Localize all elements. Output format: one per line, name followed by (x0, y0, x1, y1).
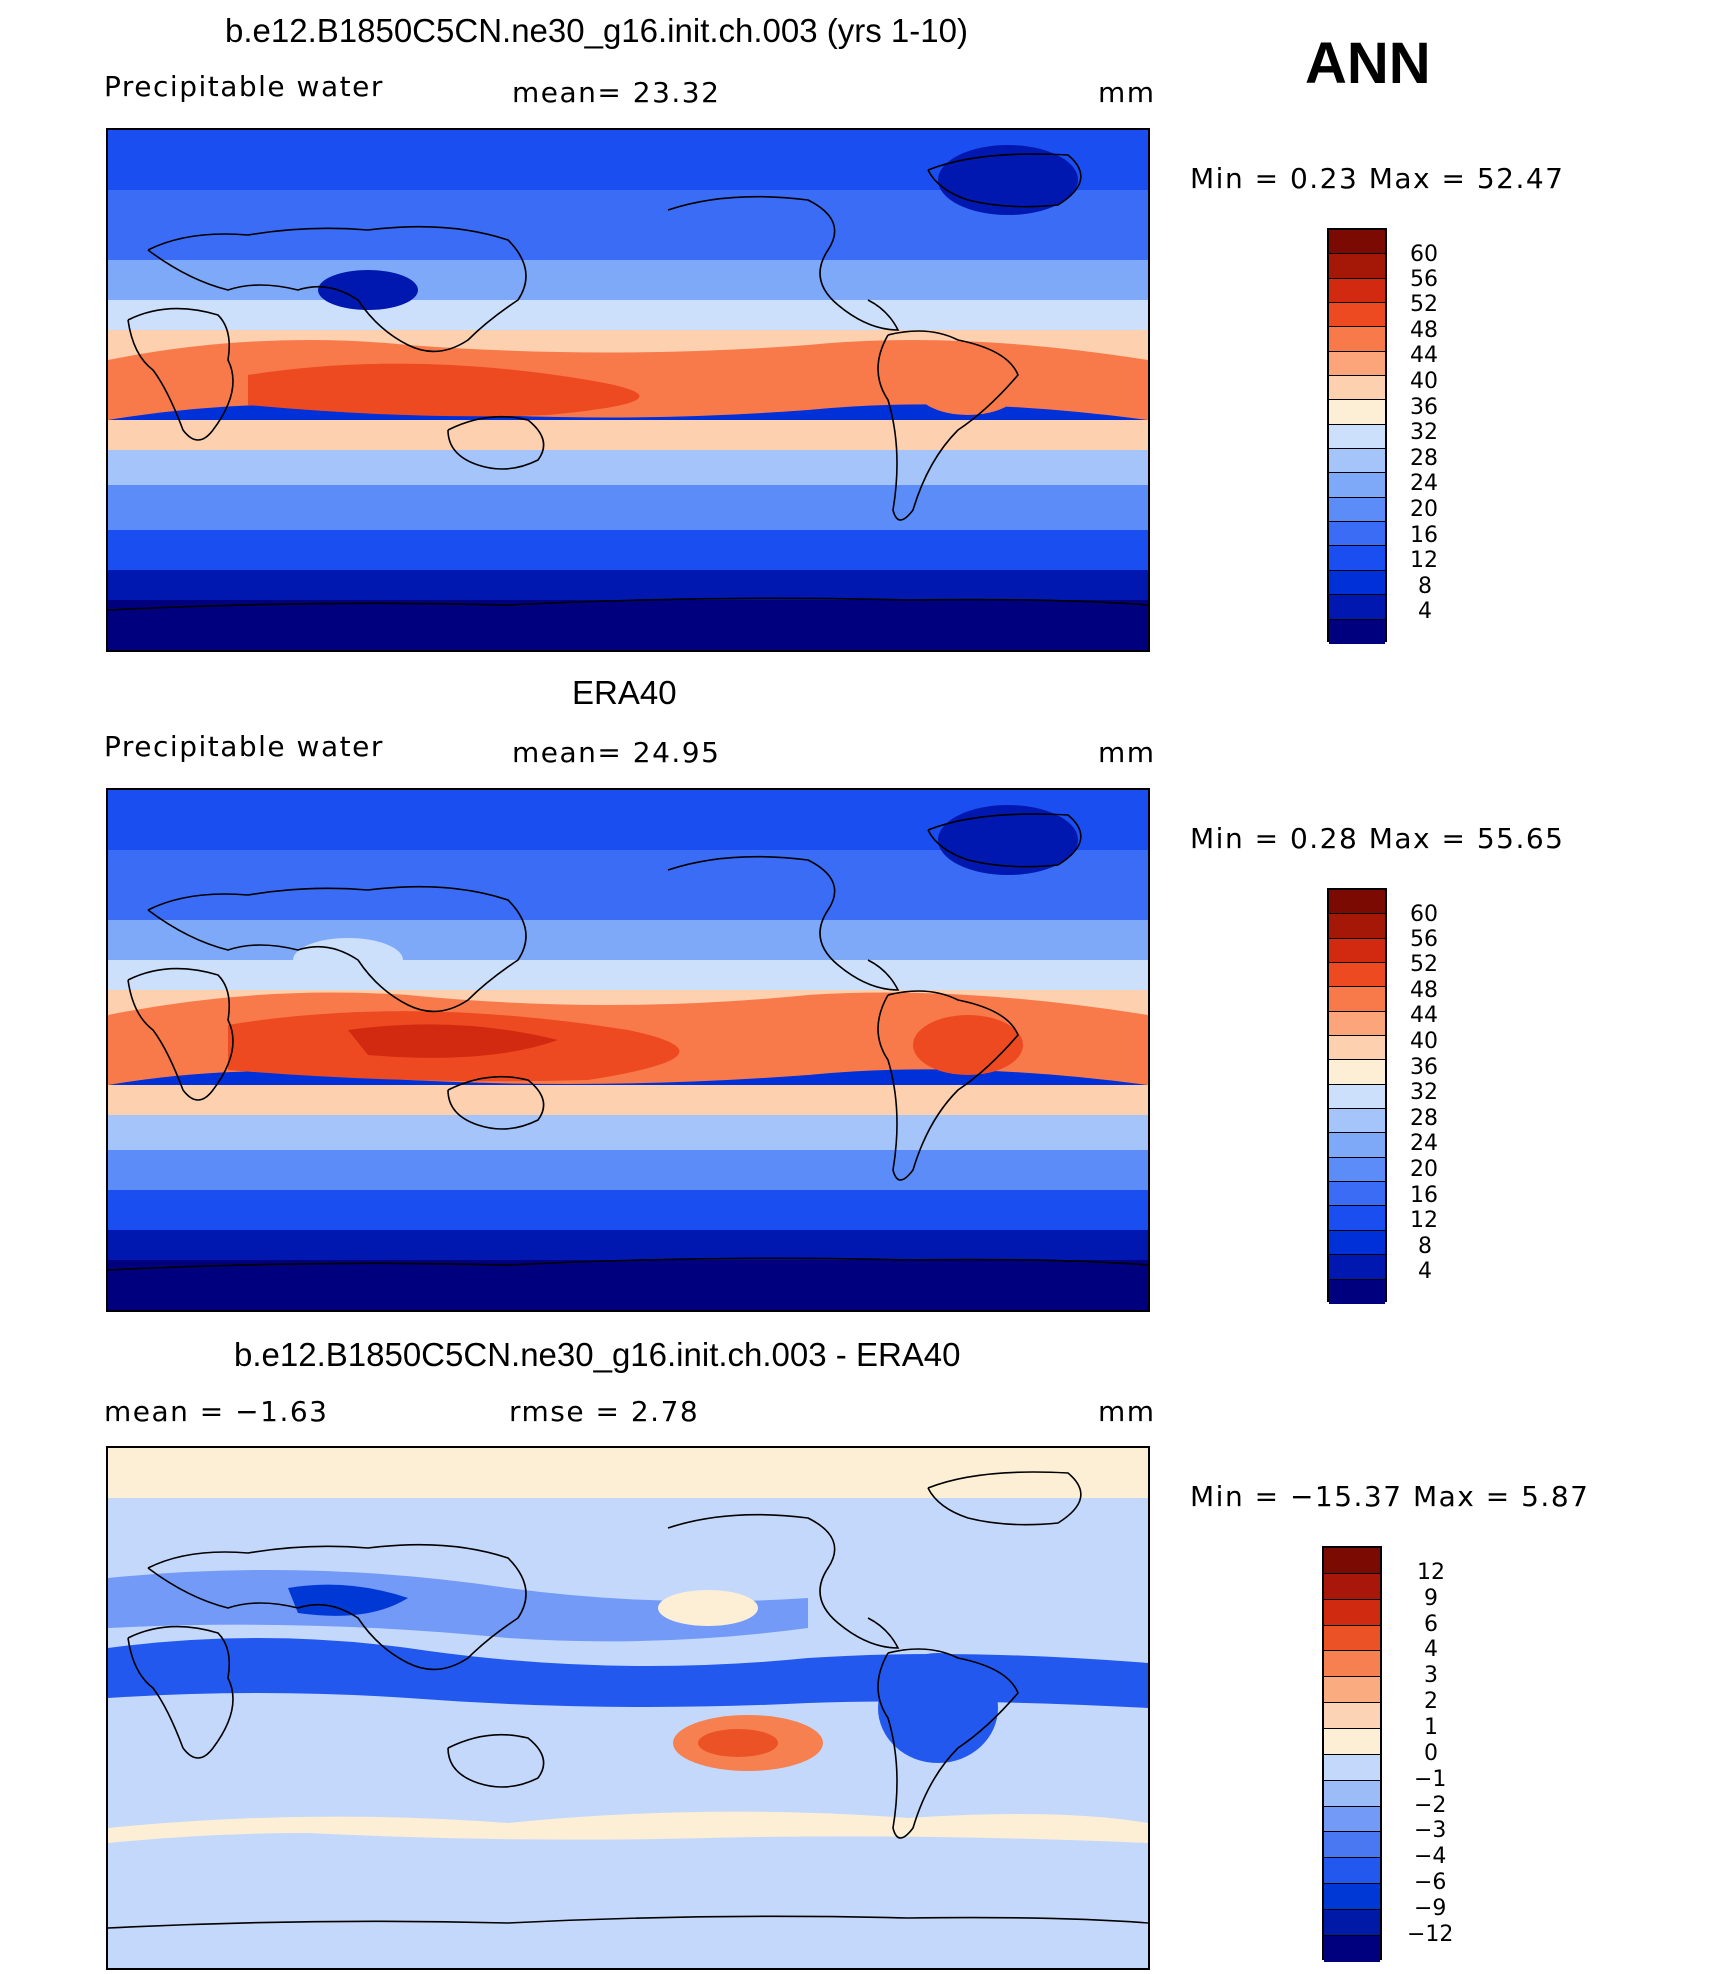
panel2-minmax-label: Min = 0.28 Max = 55.65 (1190, 822, 1565, 855)
panel3-minmax-label: Min = −15.37 Max = 5.87 (1190, 1480, 1590, 1513)
panel1-colorbar-tick: 16 (1410, 523, 1438, 548)
panel1-colorbar-tick: 56 (1410, 267, 1438, 292)
panel2-colorbar-tick: 52 (1410, 952, 1438, 977)
panel1-colorbar (1327, 228, 1387, 644)
panel3-colorbar-tick: 6 (1424, 1612, 1438, 1637)
panel1-colorbar-tick: 32 (1410, 420, 1438, 445)
panel3-colorbar-tick: 4 (1424, 1637, 1438, 1662)
panel3-map (106, 1446, 1150, 1970)
panel3-colorbar-tick: −2 (1414, 1793, 1447, 1818)
panel3-colorbar-tick: −12 (1407, 1922, 1454, 1947)
panel3-colorbar-tick: 2 (1424, 1689, 1438, 1714)
panel2-title: ERA40 (572, 674, 677, 711)
panel3-colorbar-tick: 1 (1424, 1715, 1438, 1740)
panel3-colorbar (1322, 1546, 1382, 1962)
season-label: ANN (1305, 31, 1431, 96)
panel2-colorbar-tick: 44 (1410, 1003, 1438, 1028)
panel1-mean-label: mean= 23.32 (512, 76, 721, 109)
panel2-colorbar-tick: 4 (1418, 1259, 1432, 1284)
panel2-colorbar (1327, 888, 1387, 1304)
panel1-colorbar-tick: 24 (1410, 471, 1438, 496)
panel2-colorbar-tick: 48 (1410, 978, 1438, 1003)
panel3-colorbar-tick: 3 (1424, 1663, 1438, 1688)
panel3-title: b.e12.B1850C5CN.ne30_g16.init.ch.003 - E… (234, 1336, 961, 1373)
panel3-colorbar-tick: −9 (1414, 1896, 1447, 1921)
panel2-mean-label: mean= 24.95 (512, 736, 721, 769)
panel3-colorbar-tick: 9 (1424, 1586, 1438, 1611)
panel3-colorbar-tick: −3 (1414, 1818, 1447, 1843)
panel3-colorbar-tick: −1 (1414, 1767, 1447, 1792)
panel2-colorbar-tick: 56 (1410, 927, 1438, 952)
panel1-colorbar-tick: 20 (1410, 497, 1438, 522)
panel1-colorbar-tick: 44 (1410, 343, 1438, 368)
panel1-colorbar-tick: 60 (1410, 242, 1438, 267)
panel2-units-label: mm (1098, 736, 1156, 769)
panel3-colorbar-tick: 12 (1417, 1560, 1445, 1585)
panel3-colorbar-tick: −6 (1414, 1870, 1447, 1895)
panel2-colorbar-tick: 12 (1410, 1208, 1438, 1233)
panel3-colorbar-tick: 0 (1424, 1741, 1438, 1766)
panel1-colorbar-tick: 36 (1410, 395, 1438, 420)
panel3-rmse-label: rmse = 2.78 (509, 1395, 700, 1428)
panel2-colorbar-tick: 40 (1410, 1029, 1438, 1054)
panel2-colorbar-tick: 16 (1410, 1183, 1438, 1208)
panel1-variable-label: Precipitable water (104, 70, 384, 103)
panel1-units-label: mm (1098, 76, 1156, 109)
panel1-colorbar-tick: 52 (1410, 292, 1438, 317)
panel1-colorbar-tick: 40 (1410, 369, 1438, 394)
panel2-variable-label: Precipitable water (104, 730, 384, 763)
panel1-colorbar-tick: 4 (1418, 599, 1432, 624)
panel2-colorbar-tick: 28 (1410, 1106, 1438, 1131)
panel3-colorbar-tick: −4 (1414, 1844, 1447, 1869)
panel2-colorbar-tick: 24 (1410, 1131, 1438, 1156)
panel1-colorbar-tick: 12 (1410, 548, 1438, 573)
panel3-mean-label: mean = −1.63 (104, 1395, 329, 1428)
panel3-units-label: mm (1098, 1395, 1156, 1428)
panel2-colorbar-tick: 60 (1410, 902, 1438, 927)
panel2-colorbar-tick: 32 (1410, 1080, 1438, 1105)
panel1-minmax-label: Min = 0.23 Max = 52.47 (1190, 162, 1565, 195)
panel2-colorbar-tick: 8 (1418, 1234, 1432, 1259)
panel2-map (106, 788, 1150, 1312)
panel1-colorbar-tick: 8 (1418, 574, 1432, 599)
panel1-title: b.e12.B1850C5CN.ne30_g16.init.ch.003 (yr… (225, 12, 968, 49)
panel2-colorbar-tick: 20 (1410, 1157, 1438, 1182)
panel1-map (106, 128, 1150, 652)
panel1-colorbar-tick: 48 (1410, 318, 1438, 343)
panel2-colorbar-tick: 36 (1410, 1055, 1438, 1080)
panel1-colorbar-tick: 28 (1410, 446, 1438, 471)
